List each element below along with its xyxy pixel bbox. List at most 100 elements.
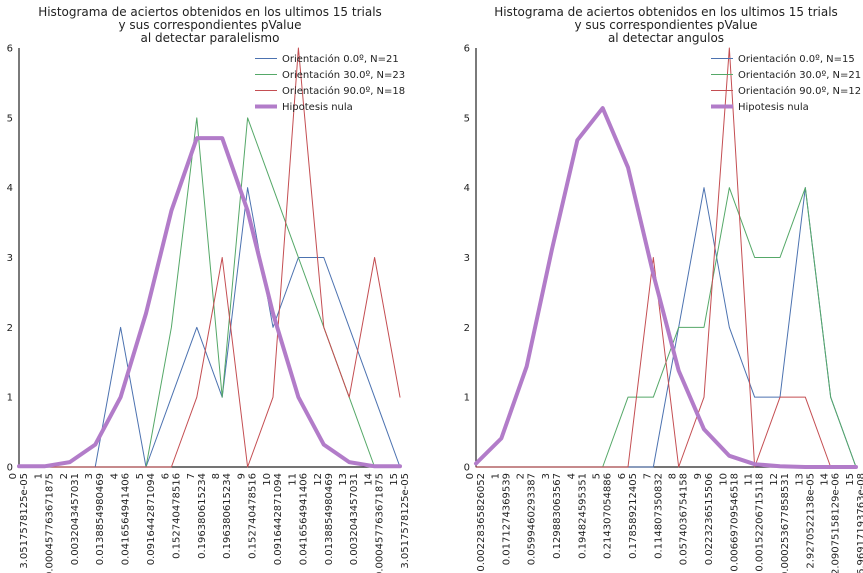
x-tick-pvalue: 0.0916442871094	[273, 473, 284, 565]
x-tick-pvalue: 0.0416564941406	[121, 473, 132, 565]
x-tick-index: 8	[211, 473, 222, 479]
x-tick-label: 5 0.214307054886	[592, 473, 614, 559]
x-tick-index: 14	[820, 473, 831, 486]
x-tick-label: 11 0.0416564941406	[287, 473, 309, 565]
y-tick-label: 2	[7, 323, 13, 334]
chart-title-line: Histograma de aciertos obtenidos en los …	[38, 5, 382, 19]
x-tick-label: 10 0.00669709546518	[718, 473, 740, 572]
x-tick-label: 5 0.0916442871094	[135, 473, 157, 565]
x-tick-pvalue: 0.0599460293387	[527, 473, 538, 565]
x-tick-pvalue: 3.0517578125e-05	[400, 473, 411, 569]
x-tick-pvalue: 0.00228365826052	[476, 473, 487, 572]
x-tick-index: 2	[516, 473, 527, 479]
x-tick-pvalue: 0.194824595351	[577, 473, 588, 559]
y-tick-label: 5	[464, 113, 470, 124]
x-tick-index: 11	[744, 473, 755, 486]
x-tick-pvalue: 0.214307054886	[603, 473, 614, 559]
x-tick-pvalue: 0.196380615234	[222, 473, 233, 559]
x-tick-label: 2 0.0599460293387	[516, 473, 538, 565]
x-tick-label: 1 0.0171274369539	[490, 473, 512, 565]
x-tick-pvalue: 3.0517578125e-05	[19, 473, 30, 569]
x-tick-pvalue: 6.96917193763e-08	[856, 473, 863, 573]
x-tick-pvalue: 0.000253677858531	[780, 473, 791, 573]
x-tick-index: 0	[465, 473, 476, 479]
x-tick-index: 9	[693, 473, 704, 479]
x-tick-pvalue: 0.0138854980469	[324, 473, 335, 565]
legend-label: Orientación 90.0º, N=18	[282, 85, 405, 97]
series-line-2	[475, 47, 857, 468]
x-tick-index: 10	[262, 473, 273, 486]
chart-title-line: y sus correspondientes pValue	[574, 18, 757, 32]
x-tick-index: 10	[718, 473, 729, 486]
x-tick-index: 0	[8, 473, 19, 479]
x-tick-label: 2 0.0032043457031	[59, 473, 81, 565]
x-tick-label: 6 0.178589212405	[617, 473, 639, 559]
x-tick-label: 11 0.00152206715118	[744, 473, 766, 572]
x-tick-pvalue: 0.00152206715118	[755, 473, 766, 572]
x-tick-pvalue: 0.152740478516	[248, 473, 259, 559]
x-tick-index: 11	[287, 473, 298, 486]
y-tick-label: 1	[7, 393, 13, 404]
legend-label: Orientación 0.0º, N=15	[738, 53, 855, 65]
x-tick-label: 6 0.152740478516	[160, 473, 182, 559]
chart-paralelismo: Histograma de aciertos obtenidos en los …	[7, 5, 411, 573]
x-tick-index: 7	[186, 473, 197, 479]
x-tick-pvalue: 0.000457763671875	[44, 473, 55, 573]
x-tick-label: 13 2.9270522138e-05	[794, 473, 816, 569]
x-tick-index: 15	[845, 473, 856, 486]
x-tick-pvalue: 0.0223236515506	[704, 473, 715, 565]
y-tick-label: 6	[7, 44, 13, 55]
x-tick-index: 1	[33, 473, 44, 479]
x-tick-pvalue: 0.0032043457031	[349, 473, 360, 565]
x-tick-label: 3 0.129883063567	[541, 473, 563, 559]
x-tick-index: 1	[490, 473, 501, 479]
chart-title-line: Histograma de aciertos obtenidos en los …	[494, 5, 838, 19]
x-tick-pvalue: 2.9270522138e-05	[805, 473, 816, 569]
x-tick-index: 7	[642, 473, 653, 479]
y-tick-label: 5	[7, 113, 13, 124]
x-tick-pvalue: 0.000457763671875	[375, 473, 386, 573]
x-tick-pvalue: 0.0416564941406	[298, 473, 309, 565]
x-tick-index: 14	[364, 473, 375, 486]
y-tick-label: 3	[464, 253, 470, 264]
y-tick-label: 4	[464, 183, 470, 194]
y-tick-label: 4	[7, 183, 13, 194]
x-tick-index: 2	[59, 473, 70, 479]
x-tick-pvalue: 0.129883063567	[552, 473, 563, 559]
y-tick-label: 3	[7, 253, 13, 264]
legend-label: Orientación 0.0º, N=21	[282, 53, 399, 65]
x-tick-index: 3	[84, 473, 95, 479]
x-tick-pvalue: 0.0574036754158	[679, 473, 690, 565]
series-line-3	[474, 106, 858, 469]
y-tick-label: 0	[7, 463, 13, 474]
x-tick-index: 8	[668, 473, 679, 479]
series-line-2	[18, 47, 401, 468]
x-tick-label: 12 0.0138854980469	[313, 473, 335, 565]
x-tick-index: 5	[135, 473, 146, 479]
chart-title-line: y sus correspondientes pValue	[118, 18, 301, 32]
x-tick-label: 8 0.0574036754158	[668, 473, 690, 565]
legend-label: Orientación 30.0º, N=21	[738, 69, 861, 81]
x-tick-pvalue: 0.196380615234	[197, 473, 208, 559]
x-tick-label: 9 0.152740478516	[237, 473, 259, 559]
x-tick-label: 14 0.000457763671875	[364, 473, 386, 573]
x-tick-pvalue: 0.178589212405	[628, 473, 639, 559]
legend-label: Hipotesis nula	[282, 102, 353, 113]
x-tick-label: 13 0.0032043457031	[338, 473, 360, 565]
legend-label: Orientación 30.0º, N=23	[282, 69, 405, 81]
x-tick-pvalue: 2.09075158129e-06	[831, 473, 842, 573]
x-tick-label: 4 0.194824595351	[566, 473, 588, 559]
x-tick-index: 12	[313, 473, 324, 486]
x-tick-index: 3	[541, 473, 552, 479]
x-tick-label: 9 0.0223236515506	[693, 473, 715, 565]
x-tick-index: 13	[338, 473, 349, 486]
x-tick-label: 10 0.0916442871094	[262, 473, 284, 565]
x-tick-label: 12 0.000253677858531	[769, 473, 791, 573]
x-tick-index: 13	[794, 473, 805, 486]
y-tick-label: 6	[464, 44, 470, 55]
y-tick-label: 1	[464, 393, 470, 404]
x-tick-index: 5	[592, 473, 603, 479]
x-tick-pvalue: 0.00669709546518	[729, 473, 740, 572]
x-tick-label: 3 0.0138854980469	[84, 473, 106, 565]
series-line-3	[17, 136, 402, 469]
